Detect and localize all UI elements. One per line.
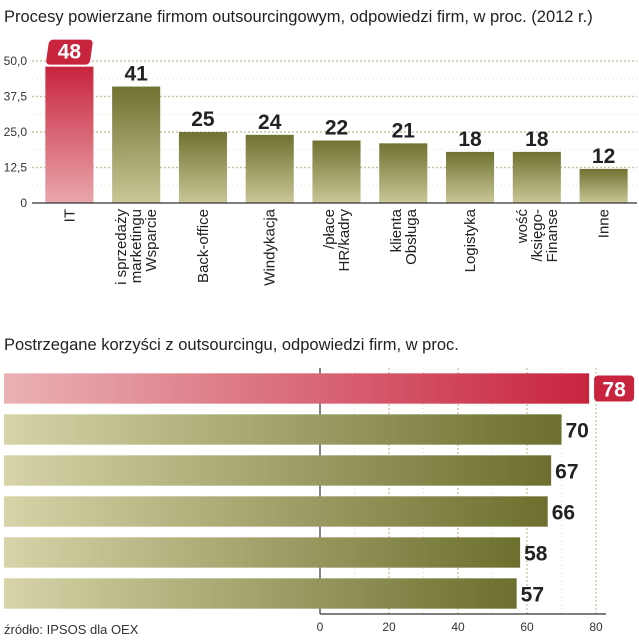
- chart1-value-label: 41: [124, 63, 148, 86]
- chart1-category-line: Finanse: [544, 209, 561, 262]
- chart1-category-line: Logistyka: [462, 208, 479, 272]
- chart1-category-line: Back-office: [195, 209, 212, 283]
- chart2-x-tick-label: 60: [520, 620, 534, 634]
- chart1-value-label: 18: [458, 128, 482, 151]
- chart2-x-tick-label: 80: [589, 620, 603, 634]
- chart1-value-label: 12: [592, 145, 615, 168]
- chart1-category-line: i sprzedaży: [113, 209, 130, 285]
- chart1-category-label: Windykacja: [262, 208, 279, 285]
- chart1-bar: [178, 132, 227, 203]
- chart2-bar: [4, 496, 548, 527]
- chart1-category-label: Logistyka: [462, 208, 479, 272]
- chart1-category-line: Windykacja: [262, 208, 279, 285]
- chart1-value-label: 24: [258, 111, 282, 134]
- chart1-category-line: /księgo-: [529, 209, 546, 262]
- chart2-value-label: 58: [524, 543, 548, 566]
- chart1-category-label: IT: [61, 209, 78, 222]
- chart1-bars: [45, 66, 628, 204]
- chart1-bar: [579, 168, 628, 203]
- chart2-x-tick-label: 0: [317, 620, 324, 634]
- chart1-category-line: Inne: [596, 209, 613, 238]
- chart2-value-label: 67: [555, 461, 578, 484]
- chart2-bar: [4, 373, 590, 404]
- chart2-category-labels: Oszczędność czasuDostęp do nowoczesnych …: [40, 381, 312, 604]
- chart1-category-line: klienta: [388, 208, 405, 252]
- chart1-value-label: 48: [58, 41, 82, 64]
- chart1-value-label: 21: [392, 119, 416, 142]
- chart1-bar: [45, 66, 94, 204]
- chart1-value-badge: [46, 39, 93, 65]
- chart2-bars: [4, 373, 590, 609]
- chart1-value-labels: 48 41 25 24 22 21 18 18 12: [46, 39, 615, 168]
- chart1-bar: [112, 86, 161, 203]
- chart2-gridlines: [319, 368, 597, 614]
- source-note: źródło: IPSOS dla OEX: [4, 622, 139, 637]
- chart1-y-tick-labels: 0 12,5 25,0 37,5 50,0: [4, 54, 28, 210]
- chart1-y-tick-label: 50,0: [4, 54, 28, 68]
- chart1-bar: [379, 143, 428, 203]
- chart2-value-label: 78: [602, 379, 626, 402]
- chart2-value-label-highlight: 78: [594, 375, 635, 402]
- chart2-value-label: 70: [566, 420, 589, 443]
- chart2-bar: [4, 537, 521, 568]
- chart2-value-label: 66: [552, 502, 575, 525]
- chart1-category-line: marketingu: [128, 209, 145, 283]
- chart1-category-line: HR/kadry: [336, 209, 353, 272]
- chart1-y-tick-label: 12,5: [4, 161, 28, 175]
- chart1-bar: [312, 140, 361, 203]
- chart2-bar: [4, 578, 517, 609]
- chart2-value-badge: [594, 375, 635, 402]
- chart1-bar: [512, 151, 561, 203]
- chart1-title: Procesy powierzane firmom outsourcingowy…: [4, 8, 593, 26]
- chart1-category-line: Obsługa: [403, 208, 420, 265]
- chart1-bar: [245, 134, 294, 203]
- chart2-bar: [4, 455, 552, 486]
- chart2-bar: [4, 414, 562, 445]
- chart2-x-tick-label: 20: [382, 620, 396, 634]
- chart2-x-tick-label: 40: [451, 620, 465, 634]
- chart1-category-label: Inne: [596, 209, 613, 238]
- chart1-y-tick-label: 0: [20, 196, 27, 210]
- chart1-bar: [446, 151, 495, 203]
- chart2-value-label: 57: [521, 584, 544, 607]
- chart1-category-line: IT: [61, 209, 78, 222]
- chart1-y-tick-label: 25,0: [4, 125, 28, 139]
- chart2-title: Postrzegane korzyści z outsourcingu, odp…: [4, 336, 459, 354]
- chart1-value-label: 18: [525, 128, 549, 151]
- chart1-value-label-highlight: 48: [46, 39, 93, 65]
- chart1-value-label: 22: [325, 117, 348, 140]
- chart1-category-label: HR/kadry/płace: [321, 209, 353, 272]
- chart1-category-line: /płace: [321, 209, 338, 249]
- chart1-category-line: wość: [514, 209, 531, 245]
- chart1-category-line: Wsparcie: [143, 209, 160, 272]
- chart1-y-tick-label: 37,5: [4, 90, 28, 104]
- chart1-value-label: 25: [191, 108, 215, 131]
- chart1-category-label: Finanse/księgo-wość: [514, 209, 561, 263]
- chart1-category-label: Back-office: [195, 209, 212, 283]
- chart2-x-tick-labels: 0 20 40 60 80: [317, 620, 603, 634]
